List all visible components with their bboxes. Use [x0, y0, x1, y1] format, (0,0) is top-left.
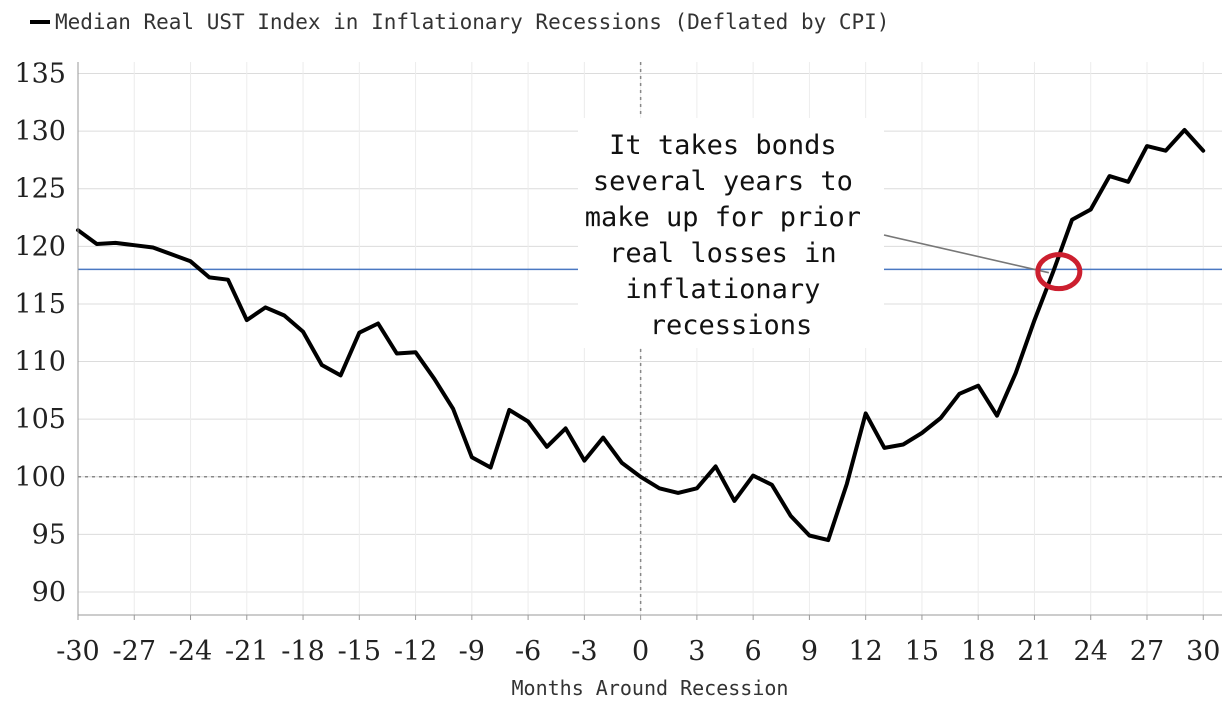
annotation-line: inflationary	[625, 274, 820, 305]
x-tick-label: -9	[459, 636, 485, 667]
y-tick-label: 105	[14, 404, 66, 435]
y-tick-label: 130	[14, 116, 66, 147]
x-tick-label: -15	[338, 636, 381, 667]
x-tick-label: 24	[1074, 636, 1108, 667]
annotation-line: make up for prior	[585, 202, 861, 233]
series-layer	[76, 128, 1206, 543]
x-tick-label: -27	[113, 636, 156, 667]
x-tick-label: -24	[169, 636, 212, 667]
x-tick-label: 27	[1130, 636, 1164, 667]
legend: Median Real UST Index in Inflationary Re…	[30, 10, 889, 34]
y-tick-label: 115	[14, 289, 66, 320]
x-tick-label: -3	[571, 636, 597, 667]
marker-layer	[1035, 252, 1083, 292]
annotation: It takes bonds several years to make up …	[578, 118, 1050, 348]
x-tick-label: -6	[515, 636, 541, 667]
x-tick-label: -18	[281, 636, 324, 667]
x-tick-label: -21	[225, 636, 268, 667]
y-tick-label: 135	[14, 59, 66, 90]
x-tick-label: 30	[1186, 636, 1220, 667]
y-tick-label: 95	[32, 519, 66, 550]
x-axis-title: Months Around Recession	[512, 676, 789, 700]
x-tick-label: 12	[848, 636, 882, 667]
y-tick-label: 125	[14, 174, 66, 205]
y-tick-label: 110	[14, 347, 66, 378]
y-tick-label: 100	[14, 462, 66, 493]
annotation-line: several years to	[593, 166, 853, 197]
y-tick-label: 120	[14, 231, 66, 262]
legend-label: Median Real UST Index in Inflationary Re…	[55, 10, 889, 34]
x-tick-label: -12	[394, 636, 437, 667]
annotation-marker-circle	[1035, 252, 1083, 292]
annotation-background	[578, 118, 884, 348]
x-tick-label: 6	[745, 636, 762, 667]
x-tick-label: 18	[961, 636, 995, 667]
annotation-leader-line	[883, 234, 1050, 274]
annotation-text: It takes bonds several years to make up …	[585, 130, 878, 341]
series-line	[76, 128, 1206, 543]
x-tick-label: 15	[905, 636, 939, 667]
x-tick-label: 3	[688, 636, 705, 667]
x-tick-label: -30	[56, 636, 99, 667]
x-tick-label: 9	[801, 636, 818, 667]
annotation-line: recessions	[650, 310, 813, 341]
x-tick-label: 21	[1017, 636, 1051, 667]
x-tick-label: 0	[632, 636, 649, 667]
annotation-line: real losses in	[609, 238, 837, 269]
y-tick-label: 90	[32, 577, 66, 608]
annotation-line: It takes bonds	[609, 130, 837, 161]
